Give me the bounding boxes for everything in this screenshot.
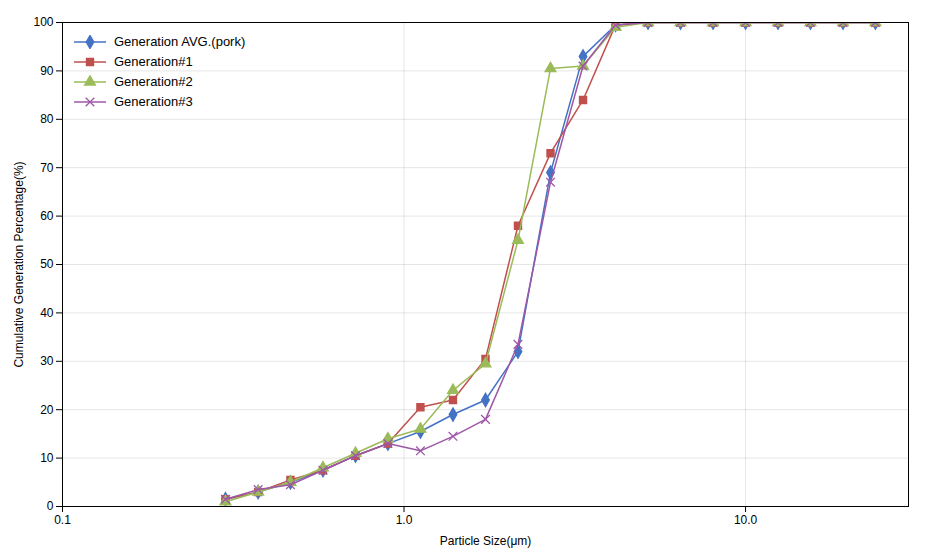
svg-text:10: 10 xyxy=(40,451,54,465)
html-text:Generation#2: Generation#2 xyxy=(114,74,193,89)
svg-text:100: 100 xyxy=(33,15,53,29)
html-text:Generation#3: Generation#3 xyxy=(114,94,193,109)
svg-text:30: 30 xyxy=(40,354,54,368)
svg-text:50: 50 xyxy=(40,257,54,271)
svg-text:80: 80 xyxy=(40,112,54,126)
html-text:Generation AVG.(pork): Generation AVG.(pork) xyxy=(114,34,246,49)
svg-text:Cumulative Generation Percenta: Cumulative Generation Percentage(%) xyxy=(12,161,26,367)
svg-text:20: 20 xyxy=(40,403,54,417)
svg-text:Particle Size(μm): Particle Size(μm) xyxy=(440,534,532,548)
svg-text:0.1: 0.1 xyxy=(54,513,71,527)
svg-text:90: 90 xyxy=(40,64,54,78)
svg-text:1.0: 1.0 xyxy=(396,513,413,527)
svg-text:40: 40 xyxy=(40,306,54,320)
svg-text:60: 60 xyxy=(40,209,54,223)
html-text:Generation#1: Generation#1 xyxy=(114,54,193,69)
svg-text:0: 0 xyxy=(47,499,54,513)
svg-text:70: 70 xyxy=(40,161,54,175)
svg-text:10.0: 10.0 xyxy=(734,513,758,527)
